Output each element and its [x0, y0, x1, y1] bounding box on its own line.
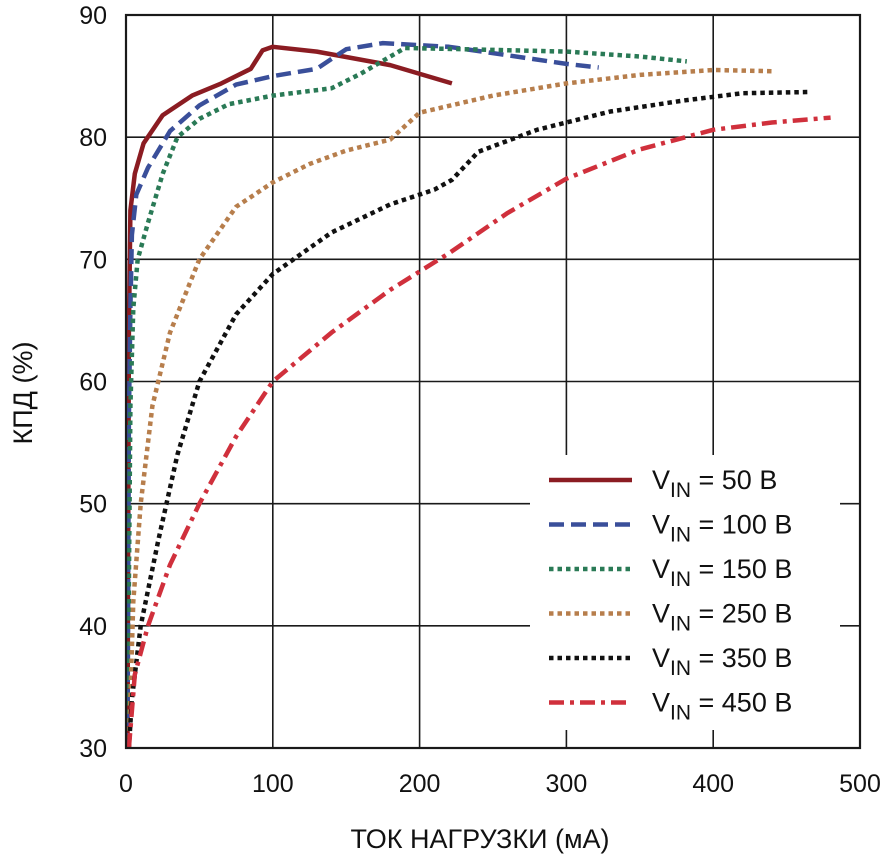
x-axis-label: ТОК НАГРУЗКИ (мА): [350, 824, 609, 854]
series-line-1: [125, 40, 599, 749]
x-tick-label: 100: [252, 770, 294, 798]
legend-label-sub: IN: [670, 524, 691, 547]
legend-label-rest: = 50 В: [691, 465, 777, 495]
y-tick-label: 50: [79, 491, 107, 519]
legend-label-3: VIN = 250 В: [652, 599, 792, 636]
series-line-3: [126, 67, 772, 749]
y-axis-label: КПД (%): [8, 342, 38, 445]
x-tick-label: 200: [399, 770, 441, 798]
legend-label-sub: IN: [670, 568, 691, 591]
series-line-5: [126, 115, 831, 749]
legend-label-sub: IN: [670, 657, 691, 680]
y-tick-label: 80: [79, 124, 107, 152]
y-tick-label: 30: [79, 735, 107, 763]
legend-label-rest: = 100 В: [691, 510, 792, 540]
legend-label-rest: = 150 В: [691, 554, 792, 584]
plot-frame: [124, 13, 862, 750]
legend-label-main: V: [652, 643, 670, 673]
legend-label-4: VIN = 350 В: [652, 643, 792, 680]
y-tick-label: 40: [79, 613, 107, 641]
series-line-0: [125, 44, 453, 749]
x-tick-label: 0: [119, 770, 133, 798]
x-tick-label: 500: [839, 770, 881, 798]
y-tick-labels: 30 40 50 60 70 80 90: [79, 2, 107, 763]
legend-label-rest: = 350 В: [691, 643, 792, 673]
legend-label-sub: IN: [670, 613, 691, 636]
grid-lines: [126, 15, 860, 748]
y-tick-label: 60: [79, 369, 107, 397]
y-tick-label: 70: [79, 246, 107, 274]
x-tick-labels: 0 100 200 300 400 500: [119, 770, 881, 798]
legend-label-main: V: [652, 465, 670, 495]
legend-label-rest: = 450 В: [691, 688, 792, 718]
series-line-4: [126, 89, 811, 749]
legend-label-sub: IN: [670, 702, 691, 725]
series-layer: [125, 40, 831, 749]
x-tick-label: 300: [546, 770, 588, 798]
y-tick-label: 90: [79, 2, 107, 30]
legend-label-sub: IN: [670, 479, 691, 502]
legend-label-2: VIN = 150 В: [652, 554, 792, 591]
legend-label-5: VIN = 450 В: [652, 688, 792, 725]
legend-label-main: V: [652, 599, 670, 629]
x-tick-label: 400: [692, 770, 734, 798]
legend-background: [530, 455, 840, 730]
legend-label-main: V: [652, 510, 670, 540]
legend-label-main: V: [652, 688, 670, 718]
legend-label-0: VIN = 50 В: [652, 465, 777, 502]
legend-label-rest: = 250 В: [691, 599, 792, 629]
legend-label-main: V: [652, 554, 670, 584]
legend-label-1: VIN = 100 В: [652, 510, 792, 547]
